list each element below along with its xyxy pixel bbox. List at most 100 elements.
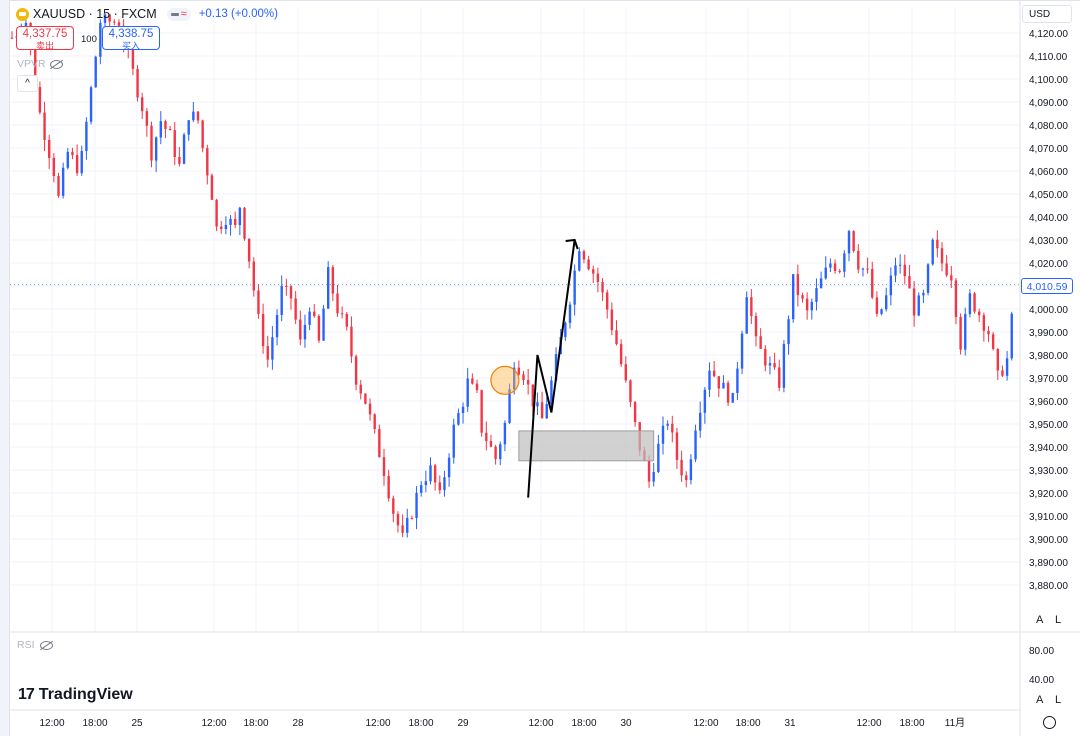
candle-body	[619, 344, 623, 365]
candle-body	[652, 472, 655, 482]
candle-body	[420, 485, 423, 493]
vpvr-indicator[interactable]: VPVR	[17, 58, 63, 70]
status-pill[interactable]: ≈	[166, 7, 191, 21]
candle-body	[647, 460, 651, 482]
x-tick-label: 29	[457, 718, 469, 729]
candle-body	[178, 157, 181, 164]
candle-body	[694, 430, 697, 460]
candle-body	[661, 425, 665, 444]
candle-body	[313, 311, 316, 317]
candle-body	[75, 155, 79, 174]
candle-body	[936, 239, 939, 249]
rsi-indicator[interactable]: RSI	[17, 639, 53, 651]
candle-body	[531, 384, 534, 407]
candle-body	[94, 56, 97, 88]
candle-body	[540, 402, 544, 419]
candle-body	[136, 68, 139, 98]
tradingview-logo[interactable]: 17 TradingView	[18, 686, 133, 704]
drawing-overlays	[10, 238, 1020, 498]
candle-body	[610, 309, 614, 331]
candle-body	[922, 292, 925, 296]
candle-body	[750, 297, 753, 317]
arrow-head	[565, 238, 579, 250]
candle-body	[712, 370, 716, 377]
candle-body	[731, 392, 734, 403]
candle-body	[950, 275, 953, 281]
x-tick-label: 18:00	[899, 718, 924, 729]
y-tick-label: 4,030.00	[1029, 236, 1068, 247]
candle-body	[550, 380, 553, 405]
candle-body	[499, 444, 502, 460]
candle-body	[429, 465, 432, 482]
candle-body	[903, 264, 906, 277]
left-edge	[0, 0, 10, 736]
candle-body	[103, 14, 107, 23]
eye-hidden-icon[interactable]	[39, 640, 53, 650]
x-tick-label: 18:00	[243, 718, 268, 729]
eye-hidden-icon[interactable]	[49, 59, 63, 69]
y-tick-label: 4,100.00	[1029, 75, 1068, 86]
candle-body	[889, 275, 893, 296]
candle-body	[275, 314, 279, 338]
candle-body	[238, 207, 242, 226]
settings-gear-icon[interactable]	[1043, 716, 1056, 729]
candle-body	[792, 274, 795, 320]
candle-body	[38, 87, 42, 113]
x-tick-label: 18:00	[571, 718, 596, 729]
candle-body	[10, 37, 14, 39]
rsi-tick-label: 80.00	[1029, 646, 1054, 657]
candle-body	[606, 292, 609, 310]
top-border	[9, 0, 1080, 1]
candle-body	[85, 121, 88, 152]
candle-body	[433, 465, 437, 483]
candle-body	[382, 457, 386, 477]
candle-body	[722, 382, 725, 389]
buy-button[interactable]: 4,338.75 买入	[102, 26, 160, 51]
y-tick-label: 3,920.00	[1029, 489, 1068, 500]
sell-button[interactable]: 4,337.75 卖出	[16, 26, 74, 51]
log-scale-button[interactable]: L	[1055, 614, 1062, 626]
candle-body	[699, 412, 702, 431]
candle-body	[815, 288, 818, 302]
x-tick-label: 18:00	[82, 718, 107, 729]
x-tick-label: 25	[131, 718, 143, 729]
candle-body	[536, 402, 539, 407]
candle-body	[754, 316, 758, 337]
rsi-label: RSI	[17, 639, 35, 651]
candle-body	[592, 269, 595, 274]
y-tick-label: 4,060.00	[1029, 167, 1068, 178]
y-tick-label: 3,950.00	[1029, 420, 1068, 431]
candle-body	[285, 285, 288, 287]
candle-body	[131, 48, 135, 69]
candle-body	[745, 297, 748, 334]
grid-lines	[10, 0, 1080, 736]
log-scale-button-rsi[interactable]: L	[1055, 694, 1062, 706]
currency-selector[interactable]: USD	[1022, 5, 1072, 23]
candle-body	[71, 151, 74, 156]
minus-icon	[170, 12, 179, 16]
auto-scale-button[interactable]: A	[1036, 614, 1044, 626]
candle-body	[424, 481, 428, 486]
candlestick-series	[10, 14, 1013, 538]
symbol-header[interactable]: XAUUSD · 15 · FXCM ≈ +0.13 (+0.00%)	[16, 6, 278, 22]
auto-scale-button-rsi[interactable]: A	[1036, 694, 1044, 706]
candle-body	[443, 477, 446, 491]
candle-body	[824, 267, 827, 279]
candle-body	[43, 112, 46, 140]
candle-body	[471, 378, 474, 384]
candle-body	[141, 97, 144, 112]
candle-body	[368, 403, 372, 415]
y-tick-label: 4,110.00	[1029, 52, 1068, 63]
candle-body	[819, 278, 823, 289]
candle-body	[843, 253, 846, 272]
candle-body	[852, 231, 855, 251]
candle-body	[996, 348, 999, 371]
collapse-button[interactable]: ^	[17, 75, 38, 92]
candle-body	[596, 273, 600, 283]
y-tick-label: 4,020.00	[1029, 259, 1068, 270]
candle-body	[243, 207, 246, 239]
candle-body	[322, 308, 325, 341]
candle-body	[331, 267, 335, 294]
symbol-title[interactable]: XAUUSD · 15 · FXCM	[33, 7, 157, 21]
